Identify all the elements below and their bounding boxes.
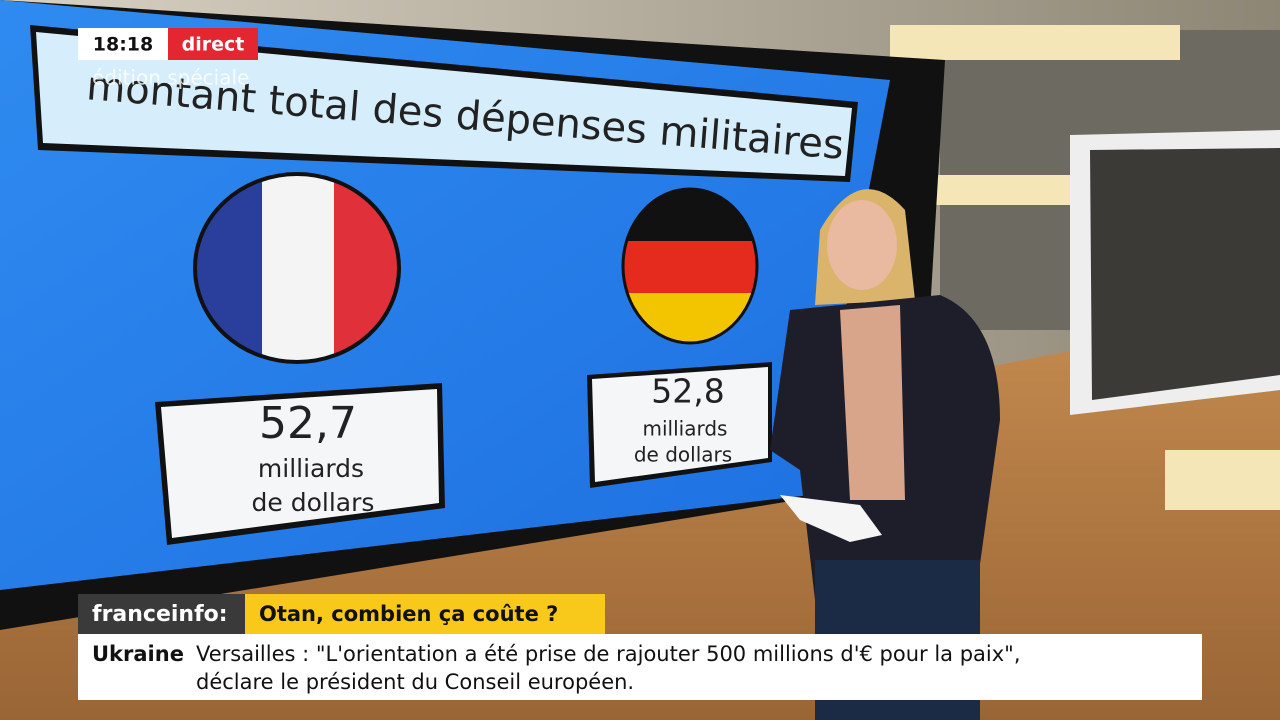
live-label: direct	[182, 34, 245, 56]
time: 18:18	[93, 34, 153, 56]
light-panel	[890, 25, 1180, 60]
face	[827, 200, 897, 290]
unit: milliards	[258, 454, 364, 483]
paper	[780, 495, 882, 542]
unit: de dollars	[634, 443, 732, 467]
headline: Otan, combien ça coûte ?	[259, 602, 558, 626]
flag-outline	[193, 172, 401, 364]
title-box	[36, 32, 852, 176]
unit: de dollars	[252, 488, 375, 517]
amount: 52,8	[651, 372, 724, 411]
value-box	[161, 389, 439, 538]
ticker-label: Ukraine	[92, 642, 184, 666]
value-box	[592, 367, 768, 482]
brand: franceinfo:	[92, 602, 228, 627]
side-screen	[1090, 148, 1280, 400]
ticker-text: déclare le président du Conseil européen…	[196, 670, 634, 694]
ticker-text: Versailles : "L'orientation a été prise …	[196, 642, 1021, 666]
light-panel	[935, 175, 1075, 205]
live-box	[168, 28, 258, 60]
blouse	[840, 305, 905, 500]
brand-box	[78, 594, 245, 634]
amount: 52,7	[259, 398, 357, 449]
ticker-box	[78, 634, 1202, 700]
headline-box	[245, 594, 605, 634]
time-box	[78, 28, 168, 60]
flag-outline	[621, 187, 759, 345]
edition-label: édition spéciale	[92, 66, 249, 90]
flag-stripe	[262, 174, 334, 362]
unit: milliards	[643, 417, 728, 441]
flag-stripe	[623, 241, 757, 293]
light-panel	[1165, 450, 1280, 510]
